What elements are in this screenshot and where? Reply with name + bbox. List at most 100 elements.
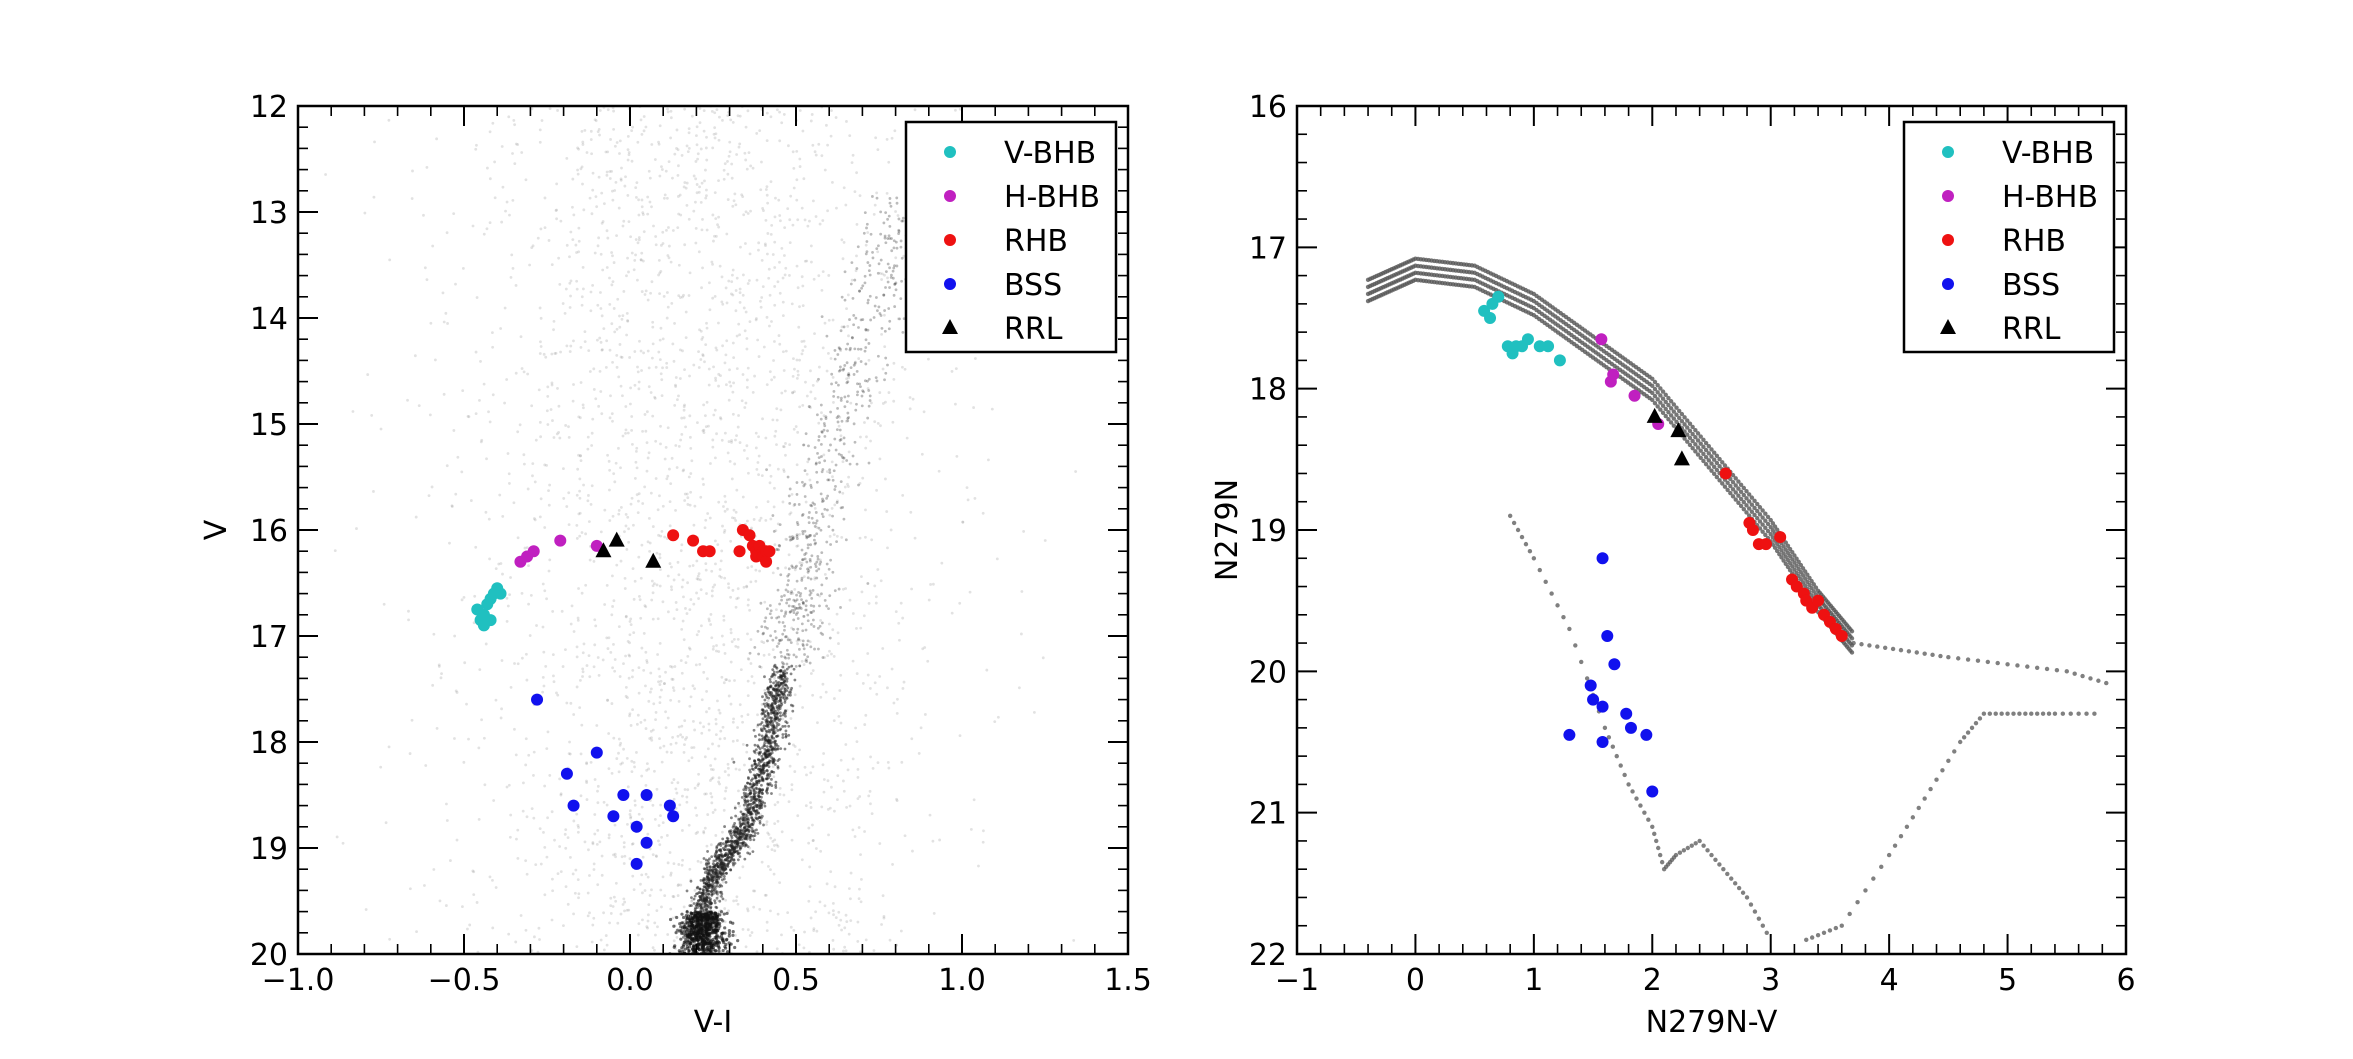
giant-branch-star [751,817,754,820]
field-star [721,344,724,347]
field-star [569,856,572,859]
field-star [550,408,553,411]
field-star [615,234,618,237]
field-star [641,818,644,821]
field-star [580,167,583,170]
giant-branch-star [792,537,795,540]
field-star [726,160,729,163]
field-star [741,399,744,402]
field-star [982,829,985,832]
field-star [324,173,327,176]
field-star [653,770,656,773]
giant-branch-star [745,792,748,795]
field-star [683,416,686,419]
field-star [488,518,491,521]
field-star [724,678,727,681]
giant-branch-star [868,405,871,408]
giant-branch-star [852,455,855,458]
field-star [701,267,704,270]
giant-branch-star [832,479,835,482]
giant-branch-star [836,416,839,419]
giant-branch-star [827,607,830,610]
field-star [654,397,657,400]
field-star [758,570,761,573]
field-star [654,235,657,238]
field-star [542,831,545,834]
field-star [667,226,670,229]
giant-branch-star [772,682,775,685]
field-star [644,604,647,607]
giant-branch-star [809,558,812,561]
giant-branch-star [830,373,833,376]
field-star [445,803,448,806]
giant-branch-star [817,648,820,651]
field-star [661,530,664,533]
field-star [692,603,695,606]
giant-branch-star [820,592,823,595]
field-star [926,660,929,663]
field-star [505,378,508,381]
field-star [598,840,601,843]
giant-branch-star [861,404,864,407]
field-star [634,186,637,189]
field-star [590,130,593,133]
field-star [591,189,594,192]
field-star [820,154,823,157]
field-star [608,519,611,522]
field-star [731,274,734,277]
field-star [773,505,776,508]
field-star [278,776,281,779]
field-star [675,376,678,379]
field-star [590,152,593,155]
field-star [631,770,634,773]
field-star [897,622,900,625]
field-star [388,746,391,749]
field-star [795,178,798,181]
field-star [849,919,852,922]
field-star [566,244,569,247]
giant-branch-star [877,306,880,309]
giant-branch-star [861,389,864,392]
field-star [718,116,721,119]
field-star [624,405,627,408]
field-star [717,226,720,229]
turnoff-star [712,981,715,984]
giant-branch-star [769,742,772,745]
field-star [704,526,707,529]
field-star [796,431,799,434]
field-star [675,601,678,604]
field-star [610,283,613,286]
field-star [621,318,624,321]
field-star [871,812,874,815]
giant-branch-star [779,700,782,703]
field-star [575,280,578,283]
field-star [661,168,664,171]
field-star [614,900,617,903]
field-star [804,766,807,769]
giant-branch-star [820,551,823,554]
field-star [631,669,634,672]
field-star [761,417,764,420]
field-star [609,177,612,180]
field-star [769,370,772,373]
field-star [848,134,851,137]
field-star [634,804,637,807]
field-star [856,672,859,675]
field-star [637,500,640,503]
field-star [591,941,594,944]
field-star [689,472,692,475]
turnoff-star [700,989,703,992]
field-star [861,477,864,480]
giant-branch-star [725,844,728,847]
field-star [776,947,779,950]
field-star [635,196,638,199]
field-star [793,770,796,773]
field-star [632,524,635,527]
field-star [643,230,646,233]
field-star [820,411,823,414]
field-star [667,111,670,114]
field-star [901,617,904,620]
field-star [752,906,755,909]
field-star [780,392,783,395]
field-star [489,875,492,878]
